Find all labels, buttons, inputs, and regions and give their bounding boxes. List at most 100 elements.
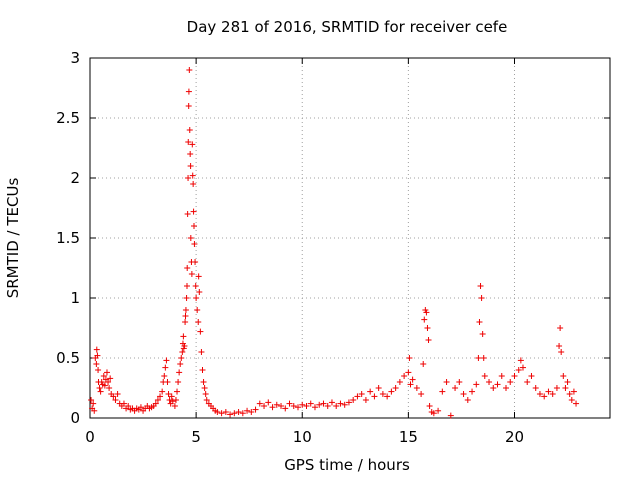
data-point (295, 404, 301, 411)
data-point (541, 393, 548, 400)
data-point (562, 385, 569, 391)
data-point (425, 337, 432, 343)
data-point (396, 379, 403, 385)
data-point (194, 307, 201, 313)
data-point (560, 373, 567, 379)
data-point (202, 391, 209, 397)
data-point (195, 319, 202, 325)
data-point (354, 393, 361, 400)
data-point (532, 385, 539, 391)
data-point (187, 235, 194, 241)
data-point (110, 393, 117, 400)
data-point (475, 355, 482, 361)
data-point (420, 361, 427, 367)
data-point (125, 403, 132, 409)
data-point (478, 295, 485, 301)
data-point (185, 175, 192, 181)
data-point (120, 400, 127, 407)
data-point (227, 411, 234, 418)
data-points (88, 67, 580, 419)
data-point (494, 381, 501, 388)
data-point (183, 295, 190, 301)
y-axis-label: SRMTID / TECUs (4, 178, 22, 299)
data-point (515, 367, 522, 373)
data-point (556, 343, 563, 349)
data-point (218, 410, 225, 417)
y-tick-label: 2 (70, 169, 80, 187)
data-point (182, 313, 189, 319)
data-point (193, 295, 200, 301)
data-point (161, 373, 168, 379)
data-point (549, 391, 556, 397)
data-point (100, 373, 107, 379)
data-point (106, 385, 113, 391)
data-point (182, 307, 189, 313)
data-point (169, 398, 176, 405)
data-point (196, 289, 203, 295)
data-point (189, 141, 196, 148)
data-point (486, 379, 493, 385)
data-point (328, 399, 335, 406)
data-point (214, 409, 221, 415)
y-tick-label: 3 (70, 49, 80, 67)
data-point (307, 400, 314, 407)
data-point (168, 393, 175, 400)
data-point (303, 403, 310, 409)
data-point (324, 403, 331, 409)
data-point (199, 367, 206, 373)
data-point (195, 273, 202, 280)
data-point (464, 397, 471, 403)
data-point (401, 373, 408, 379)
data-point (557, 325, 564, 331)
data-point (316, 401, 323, 408)
data-point (185, 88, 192, 95)
data-point (409, 376, 416, 383)
data-point (479, 331, 486, 337)
data-point (413, 385, 420, 391)
data-point (350, 397, 357, 403)
y-tick-label: 0 (70, 409, 80, 427)
data-point (192, 283, 199, 289)
data-point (337, 400, 344, 407)
data-point (528, 373, 535, 379)
x-tick-label: 0 (85, 428, 95, 446)
data-point (96, 385, 103, 391)
data-point (566, 391, 573, 397)
data-point (490, 385, 497, 391)
x-tick-label: 20 (505, 428, 524, 446)
data-point (103, 369, 110, 376)
data-point (278, 403, 285, 409)
data-point (480, 355, 487, 361)
data-point (573, 400, 580, 407)
x-tick-labels: 0 5 10 15 20 (85, 428, 524, 446)
data-point (101, 382, 108, 389)
data-point (384, 393, 391, 400)
data-point (519, 364, 526, 371)
data-point (184, 211, 191, 217)
data-point (345, 399, 352, 406)
data-point (286, 400, 293, 407)
data-point (239, 410, 246, 417)
data-point (261, 403, 268, 409)
data-point (198, 349, 205, 355)
data-point (320, 400, 327, 407)
data-point (553, 385, 560, 391)
data-point (252, 406, 259, 413)
data-point (187, 163, 194, 169)
data-point (88, 397, 95, 403)
data-point (190, 181, 197, 187)
x-axis-label: GPS time / hours (284, 456, 410, 474)
axis-ticks (89, 57, 610, 419)
data-point (174, 388, 181, 395)
data-point (201, 385, 208, 391)
y-tick-labels: 0 0.5 1 1.5 2 2.5 3 (56, 49, 80, 427)
data-point (290, 403, 297, 409)
data-point (524, 379, 531, 385)
data-point (379, 391, 386, 397)
data-point (282, 405, 289, 412)
data-point (392, 385, 399, 391)
grid-lines (90, 58, 610, 418)
data-point (112, 397, 119, 403)
x-tick-label: 10 (293, 428, 312, 446)
